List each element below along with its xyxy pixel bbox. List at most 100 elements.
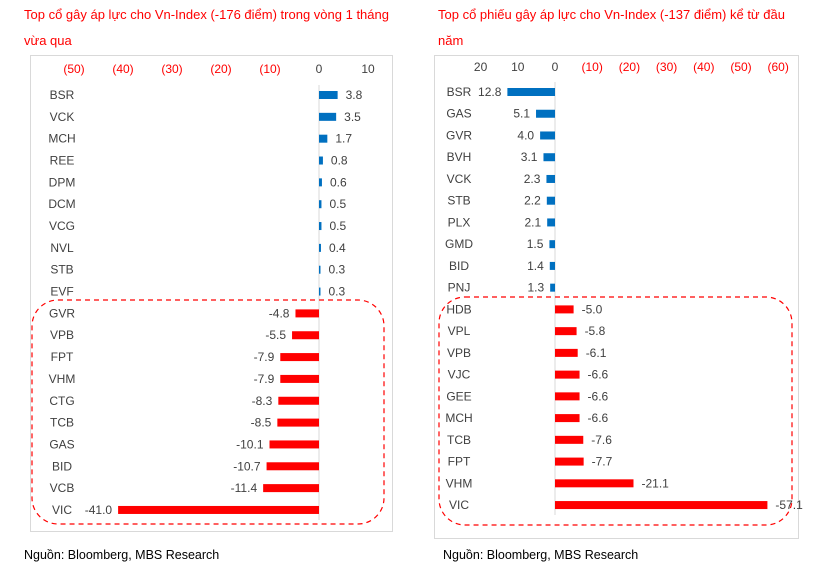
category-label: PLX <box>448 215 471 229</box>
bar-gvr <box>295 309 319 318</box>
bar-plx <box>547 218 555 227</box>
left-chart-panel <box>30 55 393 532</box>
data-label: -11.4 <box>231 481 258 495</box>
category-label: VPB <box>50 328 74 342</box>
data-label: -6.6 <box>588 368 609 382</box>
x-tick-label: 10 <box>511 60 525 74</box>
data-label: 0.5 <box>329 197 346 211</box>
data-label: -7.6 <box>591 433 612 447</box>
category-label: VJC <box>448 368 471 382</box>
bar-dcm <box>319 200 322 209</box>
bar-bsr <box>507 88 555 96</box>
data-label: 0.3 <box>328 263 345 277</box>
category-label: BSR <box>447 85 472 99</box>
category-label: DPM <box>49 175 76 189</box>
data-label: 1.3 <box>527 281 544 295</box>
x-tick-label: (20) <box>619 60 640 74</box>
bar-bid <box>549 261 555 270</box>
category-label: GVR <box>49 306 75 320</box>
category-label: BID <box>52 459 72 473</box>
category-label: VIC <box>52 503 72 517</box>
x-tick-label: 0 <box>552 60 559 74</box>
x-tick-label: (10) <box>259 62 280 76</box>
x-tick-label: (20) <box>210 62 231 76</box>
right-chart-title: Top cổ phiếu gây áp lực cho Vn-Index (-1… <box>438 7 785 48</box>
category-label: VPL <box>448 324 471 338</box>
data-label: -8.3 <box>252 394 273 408</box>
bar-vic <box>555 501 768 510</box>
category-label: VPB <box>447 346 471 360</box>
category-label: FPT <box>448 455 471 469</box>
bar-vck <box>546 174 555 183</box>
bar-tcb <box>277 418 319 427</box>
data-label: 2.2 <box>524 194 541 208</box>
bar-gmd <box>549 240 555 249</box>
bar-mch <box>319 134 328 143</box>
data-label: -4.8 <box>269 306 290 320</box>
data-label: -6.1 <box>586 346 607 360</box>
bar-pnj <box>550 283 555 292</box>
category-label: GMD <box>445 237 473 251</box>
category-label: VCG <box>49 219 75 233</box>
category-label: GEE <box>446 389 471 403</box>
x-tick-label: (10) <box>582 60 603 74</box>
bar-evf <box>319 287 321 296</box>
right-source: Nguồn: Bloomberg, MBS Research <box>443 548 639 562</box>
category-label: BSR <box>50 88 75 102</box>
bar-stb <box>546 196 555 205</box>
left-chart-title: Top cổ gây áp lực cho Vn-Index (-176 điể… <box>24 7 389 48</box>
category-label: MCH <box>48 132 75 146</box>
category-label: EVF <box>50 285 73 299</box>
x-tick-label: (50) <box>63 62 84 76</box>
data-label: 4.0 <box>517 128 534 142</box>
category-label: FPT <box>51 350 74 364</box>
data-label: 2.3 <box>524 172 541 186</box>
x-tick-label: (40) <box>112 62 133 76</box>
data-label: -7.9 <box>254 372 275 386</box>
bar-bvh <box>543 153 555 162</box>
bar-hdb <box>555 305 574 314</box>
data-label: 3.5 <box>344 110 361 124</box>
data-label: -6.6 <box>588 389 609 403</box>
bar-ree <box>319 156 323 165</box>
highlight-dashed-box <box>31 299 385 525</box>
bar-fpt <box>280 353 319 362</box>
x-tick-label: 0 <box>316 62 323 76</box>
data-label: 2.1 <box>525 215 542 229</box>
data-label: 3.1 <box>521 150 538 164</box>
category-label: TCB <box>447 433 471 447</box>
bar-nvl <box>319 243 321 252</box>
bar-tcb <box>555 435 584 444</box>
data-label: -7.9 <box>254 350 275 364</box>
category-label: HDB <box>446 302 471 316</box>
bar-vhm <box>280 374 319 383</box>
category-label: VCB <box>50 481 75 495</box>
data-label: -8.5 <box>251 416 272 430</box>
category-label: BID <box>449 259 469 273</box>
data-label: 1.7 <box>335 132 352 146</box>
bar-ctg <box>278 396 319 405</box>
x-tick-label: (30) <box>161 62 182 76</box>
category-label: MCH <box>445 411 472 425</box>
bar-vcb <box>263 484 319 493</box>
data-label: -41.0 <box>85 503 113 517</box>
bar-vic <box>118 505 319 514</box>
bar-vpl <box>555 327 577 336</box>
data-label: -7.7 <box>592 455 613 469</box>
bar-bsr <box>319 91 338 99</box>
data-label: 3.8 <box>346 88 363 102</box>
x-tick-label: (40) <box>693 60 714 74</box>
bar-gas <box>269 440 319 449</box>
data-label: -6.6 <box>588 411 609 425</box>
x-tick-label: 10 <box>361 62 375 76</box>
x-tick-label: (30) <box>656 60 677 74</box>
bar-fpt <box>555 457 584 466</box>
data-label: 0.8 <box>331 154 348 168</box>
category-label: VIC <box>449 498 469 512</box>
data-label: 0.5 <box>329 219 346 233</box>
category-label: VHM <box>446 476 473 490</box>
category-label: STB <box>447 194 470 208</box>
category-label: GAS <box>49 437 74 451</box>
data-label: -5.0 <box>582 302 603 316</box>
bar-bid <box>266 462 319 471</box>
